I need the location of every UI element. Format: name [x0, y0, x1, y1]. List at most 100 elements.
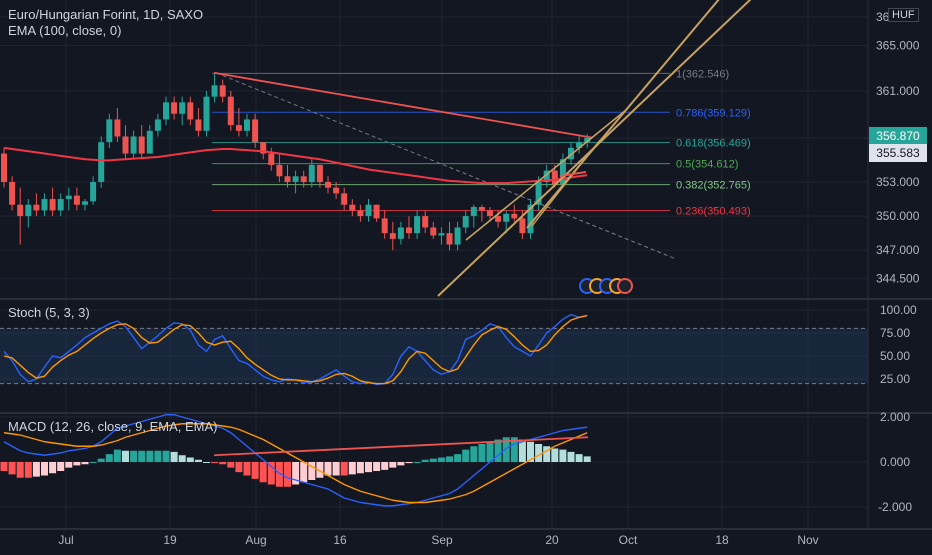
- time-tick-label: 16: [333, 533, 347, 547]
- macd-histogram-bar: [462, 449, 470, 462]
- price-tick-label: 350.000: [876, 209, 920, 223]
- ema-legend: EMA (100, close, 0): [8, 23, 122, 38]
- macd-histogram-bar: [186, 457, 194, 462]
- macd-histogram-bar: [275, 462, 283, 487]
- candle-body: [341, 193, 348, 205]
- candle-body: [1, 153, 7, 182]
- macd-histogram-bar: [421, 459, 429, 462]
- ema-price-label: 355.583: [869, 144, 927, 162]
- candle-body: [276, 164, 283, 177]
- channel-line-short: [531, 139, 601, 227]
- grid-lines: [0, 0, 868, 528]
- candle-body: [487, 210, 493, 217]
- stoch-tick-label: 50.00: [880, 349, 910, 363]
- candle-body: [470, 207, 477, 217]
- macd-histogram-bar: [97, 458, 105, 462]
- time-tick-label: 18: [715, 533, 729, 547]
- macd-histogram-bar: [381, 462, 389, 470]
- candle-body: [179, 102, 186, 114]
- macd-histogram-bar: [437, 457, 445, 462]
- candle-body: [284, 176, 291, 182]
- macd-line: [3, 414, 588, 507]
- macd-histogram-bar: [559, 449, 567, 462]
- price-tick-label: 365.000: [876, 38, 920, 52]
- candle-body: [551, 170, 558, 185]
- macd-histogram-bar: [397, 462, 405, 466]
- macd-histogram-bar: [365, 462, 372, 473]
- macd-histogram-bar: [105, 454, 113, 462]
- candle-body: [146, 130, 153, 154]
- candle-body: [535, 181, 542, 205]
- macd-histogram-bar: [478, 444, 486, 462]
- candle-body: [122, 136, 129, 154]
- macd-histogram-bar: [203, 462, 210, 463]
- macd-histogram-bar: [154, 450, 162, 462]
- macd-histogram-bar: [284, 462, 291, 487]
- candle-body: [438, 233, 445, 236]
- drawings-layer[interactable]: 1(362.546) 0.786(359.129) 0.618(356.469) 0.…: [212, 68, 751, 259]
- last-price-label: 356.870: [869, 127, 927, 145]
- candle-body: [373, 204, 380, 219]
- candle-body: [65, 195, 72, 200]
- candle-body: [495, 216, 502, 222]
- dashed-projection-line: [215, 72, 675, 259]
- candle-body: [454, 227, 461, 245]
- macd-histogram-bar: [194, 459, 202, 462]
- candle-body: [511, 213, 518, 219]
- candle-body: [49, 199, 56, 211]
- time-tick-label: Nov: [797, 533, 818, 547]
- candle-body: [397, 227, 404, 239]
- candle-body: [325, 181, 331, 188]
- macd-histogram-bar: [32, 462, 40, 477]
- trendlines-layer[interactable]: [437, 0, 752, 297]
- candle-body: [300, 176, 307, 182]
- macd-histogram-bar: [113, 449, 121, 462]
- macd-histogram-bar: [267, 462, 275, 485]
- stoch-band: [0, 328, 868, 384]
- macd-histogram-bar: [49, 462, 57, 474]
- macd-layer: [0, 414, 591, 507]
- macd-histogram-bar: [494, 439, 502, 462]
- macd-histogram-bar: [130, 450, 138, 462]
- event-markers[interactable]: [579, 278, 633, 294]
- macd-histogram-bar: [170, 451, 178, 462]
- candle-body: [357, 210, 364, 217]
- candle-body: [527, 204, 534, 234]
- macd-histogram-bar: [41, 462, 48, 476]
- candle-body: [446, 233, 453, 245]
- candle-body: [584, 137, 591, 143]
- candle-body: [130, 136, 137, 154]
- macd-tick-label: 0.000: [880, 455, 910, 469]
- candle-body: [422, 216, 429, 228]
- stoch-tick-label: 75.00: [880, 326, 910, 340]
- candle-body: [568, 147, 574, 160]
- macd-tick-label: -2.000: [878, 500, 912, 514]
- ema-layer: [3, 146, 588, 185]
- macd-histogram-bar: [551, 448, 559, 462]
- macd-histogram-bar: [122, 450, 129, 462]
- macd-divergence-line: [213, 436, 589, 457]
- macd-histogram-bar: [543, 446, 551, 462]
- macd-histogram-bar: [24, 462, 32, 478]
- time-tick-label: 20: [545, 533, 559, 547]
- candle-body: [268, 153, 275, 165]
- fib-level-label: 0.5(354.612): [676, 159, 738, 171]
- candle-body: [576, 142, 583, 148]
- candle-body: [9, 181, 16, 205]
- candle-body: [462, 216, 469, 228]
- macd-histogram-bar: [138, 450, 146, 462]
- candle-body: [292, 176, 299, 182]
- macd-histogram-bar: [162, 450, 170, 462]
- macd-histogram-bar: [332, 462, 340, 476]
- candle-body: [430, 227, 437, 236]
- channel-line-inner: [465, 109, 627, 241]
- macd-histogram-bar: [65, 462, 73, 468]
- macd-histogram-bar: [300, 462, 308, 483]
- candle-body: [82, 201, 88, 205]
- macd-histogram-bar: [324, 462, 332, 476]
- candle-body: [154, 119, 161, 131]
- macd-histogram-bar: [178, 455, 186, 462]
